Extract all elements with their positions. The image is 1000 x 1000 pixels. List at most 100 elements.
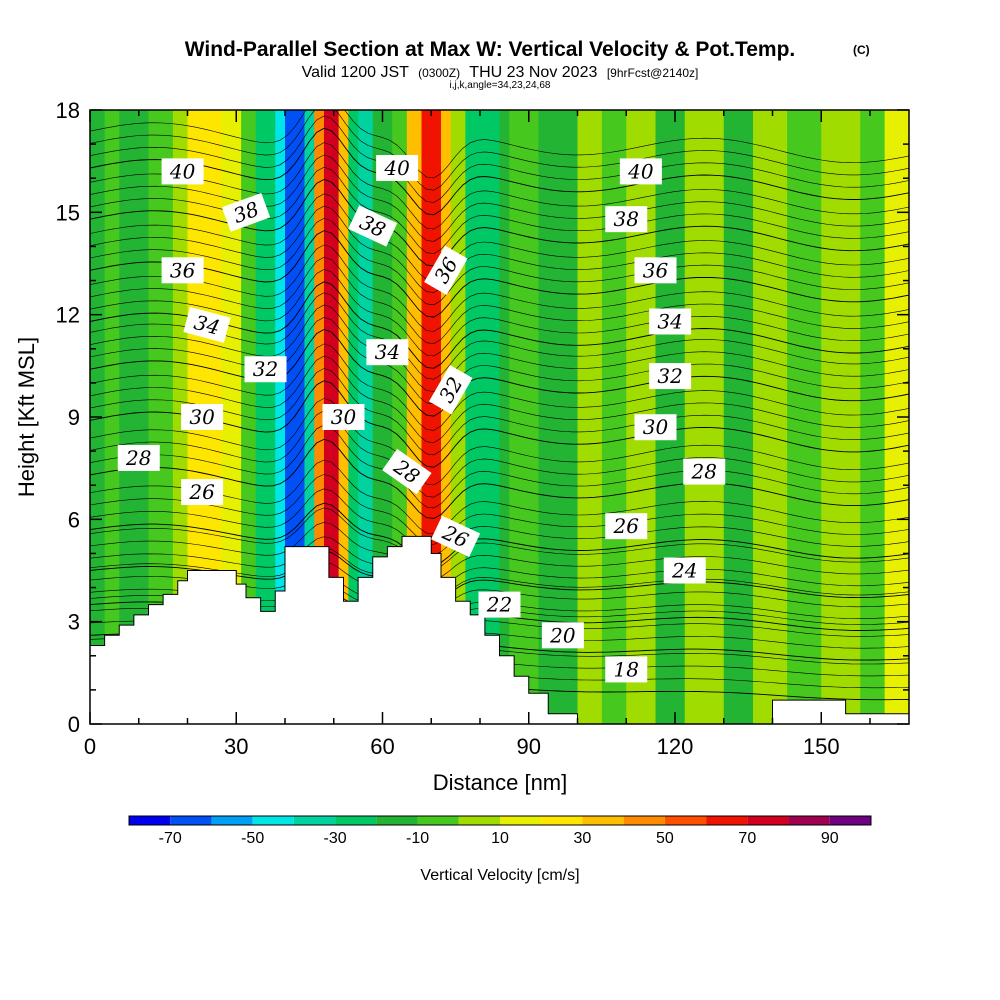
theta-contour-line — [90, 110, 909, 179]
theta-contour-line — [90, 424, 909, 509]
x-axis-label: Distance [nm] — [433, 770, 568, 795]
contour-label-text: 30 — [643, 415, 669, 439]
colorbar-swatch — [129, 816, 171, 825]
contour-label-text: 26 — [613, 514, 640, 538]
contour-label-text: 36 — [170, 258, 196, 282]
colorbar-tick-label: -50 — [241, 830, 264, 847]
theta-contour-line — [90, 217, 909, 306]
theta-contour-line — [90, 343, 909, 431]
colorbar-swatch — [376, 816, 418, 825]
y-axis-label: Height [Kft MSL] — [14, 337, 39, 497]
contour-label: 26 — [605, 513, 648, 540]
x-tick-label: 60 — [370, 734, 394, 759]
contour-label: 34 — [366, 339, 409, 366]
colorbar-frame — [128, 815, 872, 826]
contour-label: 34 — [649, 308, 692, 335]
theta-contour-line — [90, 205, 909, 293]
copyright-mark: (C) — [853, 43, 870, 57]
theta-contour-line — [90, 179, 909, 267]
contour-label: 40 — [161, 158, 204, 185]
colorbar-ticks: -70 -50 -30 -10 10 30 50 70 90 — [159, 830, 839, 847]
subtitle-utc: (0300Z) — [418, 66, 460, 80]
w-band — [358, 110, 374, 724]
colorbar-swatch — [252, 816, 294, 825]
w-band — [860, 110, 886, 724]
contour-label-text: 40 — [169, 159, 196, 183]
terrain — [90, 535, 909, 724]
w-band — [787, 110, 822, 724]
theta-contour-line — [90, 316, 909, 405]
w-band — [509, 110, 540, 724]
contour-label-text: 28 — [691, 460, 717, 484]
contour-label: 28 — [117, 444, 160, 471]
contour-label-text: 32 — [253, 357, 278, 381]
theta-contour-line — [90, 110, 909, 191]
w-band — [684, 110, 725, 724]
w-band — [304, 110, 315, 724]
theta-contour-line — [90, 154, 909, 242]
contour-label: 32 — [649, 363, 692, 390]
colorbar-label: Vertical Velocity [cm/s] — [420, 867, 579, 884]
colorbar-swatch — [293, 816, 336, 825]
theta-contour-line — [90, 115, 909, 203]
w-band — [723, 110, 754, 724]
colorbar-swatch — [458, 816, 500, 825]
theta-contour-line — [90, 230, 909, 318]
colorbar-swatch — [335, 816, 377, 825]
contour-label: 40 — [619, 158, 662, 185]
contour-label-text: 38 — [614, 207, 639, 231]
chart-title: Wind-Parallel Section at Max W: Vertical… — [185, 38, 796, 61]
contour-label: 38 — [605, 206, 648, 233]
theta-contour-line — [90, 398, 909, 486]
contour-label: 32 — [244, 356, 287, 383]
contour-label-text: 40 — [627, 159, 654, 183]
theta-contour-line — [90, 269, 909, 357]
w-band — [255, 110, 276, 724]
theta-contour-line — [90, 355, 909, 444]
contour-label: 22 — [478, 591, 521, 618]
theta-contour-line — [90, 474, 909, 545]
contour-label: 20 — [541, 622, 584, 649]
colorbar-swatch — [747, 816, 789, 825]
contour-label-text: 36 — [643, 258, 669, 282]
w-band — [821, 110, 861, 724]
contour-label: 18 — [605, 656, 648, 683]
contour-label: 36 — [634, 257, 677, 284]
colorbar-swatch — [706, 816, 748, 825]
colorbar-tick-label: 50 — [656, 830, 674, 847]
y-tick-label: 3 — [68, 610, 80, 635]
contour-label-text: 30 — [331, 405, 357, 429]
contour-label: 36 — [161, 257, 204, 284]
y-tick-label: 9 — [68, 405, 80, 430]
x-tick-label: 150 — [803, 734, 840, 759]
theta-contour-line — [90, 329, 909, 417]
colorbar-swatch — [788, 816, 830, 825]
colorbar-tick-label: -30 — [324, 830, 347, 847]
contour-label-text: 30 — [189, 405, 215, 429]
contour-label-text: 24 — [671, 559, 697, 583]
contour-label-text: 18 — [614, 657, 639, 681]
x-tick-label: 30 — [224, 734, 248, 759]
contour-label: 30 — [181, 404, 224, 430]
chart-subtitle: Valid 1200 JST (0300Z) THU 23 Nov 2023 [… — [302, 64, 699, 81]
theta-contour-line — [90, 256, 909, 345]
colorbar-tick-label: 90 — [821, 830, 839, 847]
colorbar-swatch — [582, 816, 624, 825]
theta-contour-line — [90, 488, 909, 556]
x-tick-label: 90 — [517, 734, 541, 759]
y-tick-label: 12 — [56, 303, 80, 328]
contour-label: 34 — [183, 306, 231, 343]
theta-contour-line — [90, 193, 909, 281]
y-tick-label: 0 — [68, 712, 80, 737]
contour-label-text: 20 — [549, 623, 576, 647]
theta-contour-line — [90, 502, 909, 567]
colorbar-tick-label: -70 — [159, 830, 182, 847]
theta-contour-line — [90, 292, 909, 380]
contour-label-text: 32 — [657, 364, 682, 388]
theta-contour-line — [90, 507, 909, 570]
theta-contour-line — [90, 244, 909, 332]
contour-label: 40 — [376, 154, 419, 181]
theta-contour-line — [90, 304, 909, 392]
